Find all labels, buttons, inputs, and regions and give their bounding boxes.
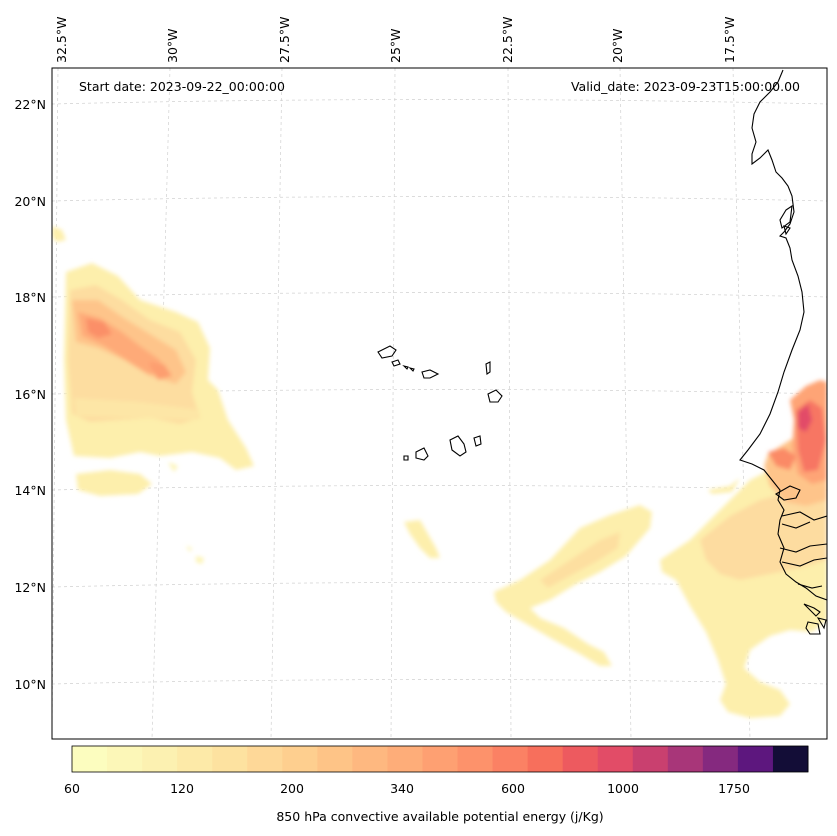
colorbar-swatch [247,746,283,772]
longitude-labels: 32.5°W 30°W 27.5°W 25°W 22.5°W 20°W 17.5… [54,17,737,63]
colorbar-tick-120: 120 [170,781,194,796]
lon-label-25w: 25°W [388,28,403,63]
lat-label-14n: 14°N [14,483,46,498]
colorbar [72,746,809,772]
colorbar-swatch [317,746,353,772]
meridian-25w [390,68,396,739]
parallel-10n [52,679,827,685]
colorbar-swatch [212,746,248,772]
colorbar-ticks: 60 120 200 340 600 1000 1750 [64,781,750,796]
lat-label-10n: 10°N [14,677,46,692]
colorbar-swatch [177,746,213,772]
colorbar-swatch [282,746,318,772]
meridian-20w [619,68,632,739]
lat-label-12n: 12°N [14,580,46,595]
parallel-20n [52,196,827,202]
colorbar-frame [71,745,809,773]
lon-label-30w: 30°W [165,28,180,63]
coastline [377,69,827,635]
colorbar-tick-1000: 1000 [607,781,639,796]
colorbar-swatch [562,746,599,772]
colorbar-swatch [772,746,809,772]
colorbar-swatch [352,746,388,772]
lon-label-32-5w: 32.5°W [54,17,69,63]
valid-date-label: Valid_date: 2023-09-23T15:00:00.00 [571,79,800,94]
colorbar-swatch [72,746,108,772]
parallel-14n [52,485,827,491]
lat-label-18n: 18°N [14,290,46,305]
cape-field [52,226,827,718]
lon-label-20w: 20°W [610,28,625,63]
colorbar-swatch [142,746,178,772]
colorbar-swatch [422,746,459,772]
colorbar-swatch [457,746,494,772]
latitude-labels: 22°N 20°N 18°N 16°N 14°N 12°N 10°N [14,97,46,692]
parallel-22n [52,99,827,105]
meridian-22-5w [507,68,512,739]
colorbar-tick-600: 600 [501,781,525,796]
meridian-30w [151,68,171,739]
lat-label-22n: 22°N [14,97,46,112]
colorbar-tick-200: 200 [280,781,304,796]
colorbar-swatch [387,746,423,772]
colorbar-swatch [597,746,634,772]
parallel-18n [52,292,827,298]
colorbar-tick-340: 340 [390,781,414,796]
lon-label-17-5w: 17.5°W [722,17,737,63]
lon-label-27-5w: 27.5°W [277,17,292,63]
map-frame [51,67,828,740]
colorbar-swatch [702,746,739,772]
colorbar-swatch [527,746,564,772]
colorbar-title: 850 hPa convective available potential e… [276,809,603,824]
colorbar-swatch [632,746,669,772]
parallel-12n [52,582,827,588]
start-date-label: Start date: 2023-09-22_00:00:00 [79,79,285,94]
colorbar-swatch [107,746,143,772]
colorbar-swatch [737,746,774,772]
meridian-27-5w [270,68,283,739]
colorbar-swatch [667,746,704,772]
colorbar-swatch [492,746,529,772]
lat-label-16n: 16°N [14,387,46,402]
colorbar-tick-1750: 1750 [718,781,750,796]
meridian-32-5w [52,68,59,739]
lon-label-22-5w: 22.5°W [500,17,515,63]
lat-label-20n: 20°N [14,194,46,209]
colorbar-tick-60: 60 [64,781,80,796]
